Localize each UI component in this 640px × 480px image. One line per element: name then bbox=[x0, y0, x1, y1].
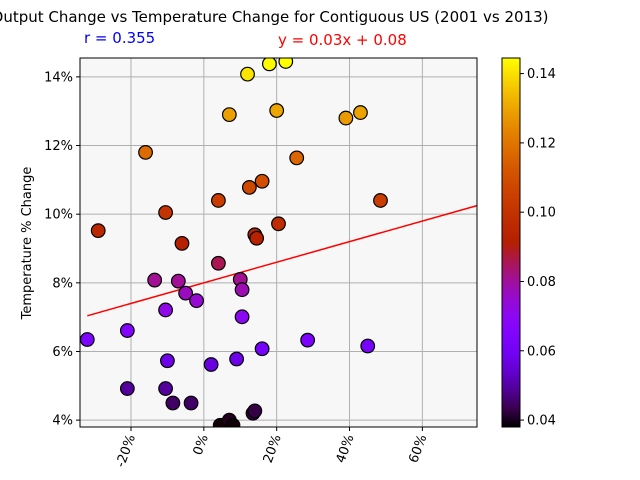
data-point bbox=[183, 395, 199, 411]
colorbar-tick-label: 0.14 bbox=[527, 67, 556, 82]
data-point bbox=[119, 381, 135, 396]
data-point bbox=[254, 341, 270, 357]
data-point bbox=[203, 357, 219, 372]
data-point bbox=[234, 309, 250, 325]
y-tick-label: 12% bbox=[44, 139, 73, 154]
plot-area bbox=[80, 58, 477, 427]
data-point bbox=[211, 255, 226, 271]
data-point bbox=[254, 173, 270, 189]
data-point bbox=[178, 285, 194, 301]
data-point bbox=[158, 205, 173, 220]
x-tick-label: 0% bbox=[191, 433, 212, 458]
data-point bbox=[240, 66, 255, 82]
y-tick-label: 6% bbox=[52, 345, 73, 360]
data-point bbox=[225, 417, 241, 427]
x-tick-label: 60% bbox=[406, 433, 430, 465]
data-point bbox=[373, 193, 388, 208]
data-point bbox=[221, 107, 237, 123]
data-point bbox=[158, 381, 173, 396]
data-point bbox=[241, 180, 257, 195]
regression-line-group bbox=[87, 204, 478, 317]
x-tick-label: 20% bbox=[261, 433, 285, 465]
colorbar-tick-label: 0.12 bbox=[527, 136, 556, 151]
chart-title: Output Change vs Temperature Change for … bbox=[0, 8, 548, 26]
y-axis-label: Temperature % Change bbox=[20, 167, 35, 321]
data-point bbox=[269, 103, 285, 118]
y-tick-label: 4% bbox=[52, 414, 73, 429]
colorbar-tick-label: 0.04 bbox=[527, 414, 556, 429]
data-point bbox=[138, 144, 153, 160]
y-tick-label: 14% bbox=[44, 70, 73, 85]
data-point bbox=[158, 302, 173, 318]
data-point bbox=[165, 395, 181, 411]
data-point bbox=[211, 193, 226, 208]
data-point bbox=[289, 150, 305, 166]
y-axis: 4% 6% 8% 10% 12% 14% bbox=[44, 70, 80, 429]
colorbar-tick-label: 0.06 bbox=[527, 344, 556, 359]
colorbar-tick-label: 0.10 bbox=[527, 206, 556, 221]
data-point bbox=[249, 230, 265, 246]
data-point bbox=[338, 110, 354, 126]
scatter-points bbox=[80, 58, 388, 427]
y-tick-label: 10% bbox=[44, 208, 73, 223]
y-tick-label: 8% bbox=[52, 276, 73, 291]
correlation-annotation: r = 0.355 bbox=[84, 29, 155, 47]
data-point bbox=[300, 332, 316, 348]
data-point bbox=[147, 272, 163, 288]
x-axis: -20% 0% 20% 40% 60% bbox=[113, 427, 430, 469]
regression-line bbox=[87, 204, 478, 317]
data-point bbox=[160, 353, 175, 369]
data-point bbox=[174, 235, 190, 251]
data-point bbox=[90, 223, 106, 239]
colorbar-tick-label: 0.08 bbox=[527, 275, 556, 290]
colorbar bbox=[501, 57, 521, 428]
colorbar-ticks: 0.04 0.06 0.08 0.10 0.12 0.14 bbox=[520, 67, 556, 429]
data-point bbox=[247, 403, 263, 419]
data-point bbox=[119, 323, 135, 338]
data-point bbox=[170, 273, 186, 289]
data-point bbox=[353, 105, 368, 120]
data-point bbox=[229, 351, 245, 367]
x-tick-label: 40% bbox=[334, 433, 358, 465]
x-tick-label: -20% bbox=[113, 433, 139, 470]
data-point bbox=[189, 293, 204, 309]
data-point bbox=[360, 338, 376, 354]
data-point bbox=[234, 282, 250, 298]
data-point bbox=[80, 332, 95, 347]
plot-frame bbox=[79, 57, 478, 428]
data-point bbox=[261, 58, 277, 72]
regression-equation-annotation: y = 0.03x + 0.08 bbox=[278, 31, 407, 49]
data-point bbox=[271, 216, 286, 232]
data-point bbox=[278, 58, 294, 69]
grid bbox=[80, 58, 477, 427]
